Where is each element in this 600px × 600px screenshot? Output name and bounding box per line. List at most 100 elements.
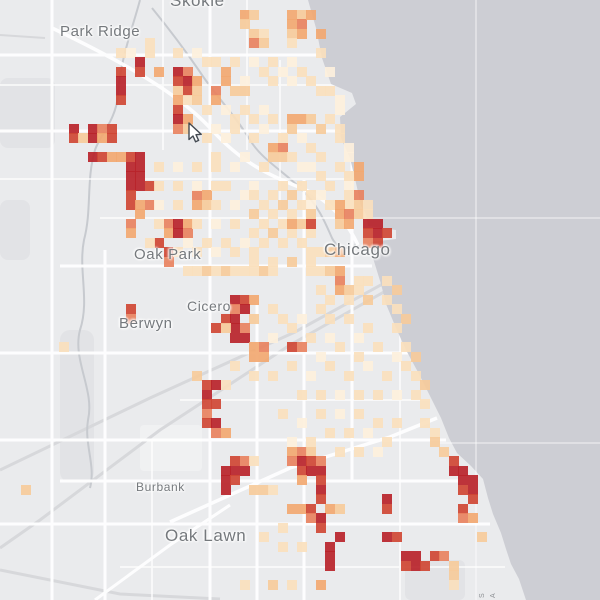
heatmap-cell[interactable] (135, 162, 145, 172)
heatmap-cell[interactable] (278, 219, 288, 229)
heatmap-cell[interactable] (316, 466, 326, 476)
heatmap-cell[interactable] (335, 124, 345, 134)
heatmap-cell[interactable] (230, 333, 240, 343)
heatmap-cell[interactable] (116, 76, 126, 86)
heatmap-cell[interactable] (221, 67, 231, 77)
heatmap-cell[interactable] (354, 352, 364, 362)
heatmap-cell[interactable] (249, 456, 259, 466)
heatmap-cell[interactable] (382, 371, 392, 381)
heatmap-cell[interactable] (297, 447, 307, 457)
heatmap-cell[interactable] (354, 276, 364, 286)
heatmap-cell[interactable] (145, 200, 155, 210)
heatmap-cell[interactable] (335, 200, 345, 210)
heatmap-cell[interactable] (401, 342, 411, 352)
heatmap-cell[interactable] (154, 67, 164, 77)
heatmap-cell[interactable] (306, 437, 316, 447)
heatmap-cell[interactable] (249, 228, 259, 238)
heatmap-cell[interactable] (382, 276, 392, 286)
heatmap-cell[interactable] (69, 133, 79, 143)
heatmap-cell[interactable] (240, 19, 250, 29)
heatmap-cell[interactable] (335, 342, 345, 352)
heatmap-cell[interactable] (230, 114, 240, 124)
heatmap-cell[interactable] (401, 314, 411, 324)
heatmap-cell[interactable] (183, 67, 193, 77)
heatmap-cell[interactable] (126, 228, 136, 238)
heatmap-cell[interactable] (268, 485, 278, 495)
heatmap-cell[interactable] (192, 181, 202, 191)
heatmap-cell[interactable] (249, 485, 259, 495)
heatmap-cell[interactable] (183, 219, 193, 229)
heatmap-cell[interactable] (316, 285, 326, 295)
heatmap-cell[interactable] (335, 95, 345, 105)
heatmap-cell[interactable] (211, 428, 221, 438)
heatmap-cell[interactable] (449, 466, 459, 476)
heatmap-cell[interactable] (249, 295, 259, 305)
heatmap-cell[interactable] (126, 190, 136, 200)
heatmap-cell[interactable] (145, 181, 155, 191)
heatmap-cell[interactable] (287, 219, 297, 229)
heatmap-cell[interactable] (363, 361, 373, 371)
heatmap-cell[interactable] (382, 504, 392, 514)
heatmap-cell[interactable] (325, 114, 335, 124)
heatmap-cell[interactable] (173, 181, 183, 191)
heatmap-cell[interactable] (183, 114, 193, 124)
heatmap-cell[interactable] (297, 19, 307, 29)
heatmap-cell[interactable] (344, 285, 354, 295)
heatmap-cell[interactable] (259, 219, 269, 229)
heatmap-cell[interactable] (297, 418, 307, 428)
heatmap-cell[interactable] (126, 162, 136, 172)
heatmap-cell[interactable] (240, 238, 250, 248)
heatmap-cell[interactable] (306, 76, 316, 86)
heatmap-cell[interactable] (221, 105, 231, 115)
heatmap-cell[interactable] (259, 124, 269, 134)
heatmap-cell[interactable] (297, 456, 307, 466)
heatmap-cell[interactable] (316, 409, 326, 419)
heatmap-cell[interactable] (221, 380, 231, 390)
heatmap-cell[interactable] (287, 342, 297, 352)
heatmap-cell[interactable] (135, 181, 145, 191)
heatmap-cell[interactable] (211, 95, 221, 105)
heatmap-cell[interactable] (221, 323, 231, 333)
heatmap-cell[interactable] (335, 409, 345, 419)
heatmap-cell[interactable] (211, 418, 221, 428)
heatmap-cell[interactable] (325, 86, 335, 96)
heatmap-cell[interactable] (249, 266, 259, 276)
heatmap-cell[interactable] (116, 95, 126, 105)
heatmap-cell[interactable] (211, 162, 221, 172)
heatmap-cell[interactable] (306, 162, 316, 172)
heatmap-cell[interactable] (458, 485, 468, 495)
heatmap-cell[interactable] (78, 133, 88, 143)
heatmap-cell[interactable] (230, 361, 240, 371)
heatmap-cell[interactable] (344, 171, 354, 181)
heatmap-cell[interactable] (230, 314, 240, 324)
heatmap-cell[interactable] (173, 124, 183, 134)
heatmap-cell[interactable] (278, 542, 288, 552)
heatmap-cell[interactable] (240, 86, 250, 96)
heatmap-cell[interactable] (278, 133, 288, 143)
heatmap-cell[interactable] (297, 133, 307, 143)
heatmap-cell[interactable] (259, 162, 269, 172)
heatmap-cell[interactable] (439, 447, 449, 457)
heatmap-cell[interactable] (306, 504, 316, 514)
heatmap-cell[interactable] (249, 209, 259, 219)
heatmap-cell[interactable] (107, 133, 117, 143)
heatmap-cell[interactable] (173, 48, 183, 58)
heatmap-cell[interactable] (211, 57, 221, 67)
heatmap-cell[interactable] (164, 247, 174, 257)
heatmap-cell[interactable] (306, 114, 316, 124)
heatmap-cell[interactable] (316, 513, 326, 523)
heatmap-cell[interactable] (344, 219, 354, 229)
heatmap-cell[interactable] (316, 171, 326, 181)
heatmap-cell[interactable] (316, 86, 326, 96)
heatmap-cell[interactable] (382, 437, 392, 447)
heatmap-cell[interactable] (316, 390, 326, 400)
heatmap-cell[interactable] (268, 304, 278, 314)
heatmap-cell[interactable] (230, 247, 240, 257)
heatmap-cell[interactable] (287, 76, 297, 86)
heatmap-cell[interactable] (192, 162, 202, 172)
heatmap-cell[interactable] (249, 314, 259, 324)
heatmap-cell[interactable] (382, 295, 392, 305)
heatmap-cell[interactable] (468, 475, 478, 485)
heatmap-cell[interactable] (173, 105, 183, 115)
heatmap-cell[interactable] (278, 314, 288, 324)
